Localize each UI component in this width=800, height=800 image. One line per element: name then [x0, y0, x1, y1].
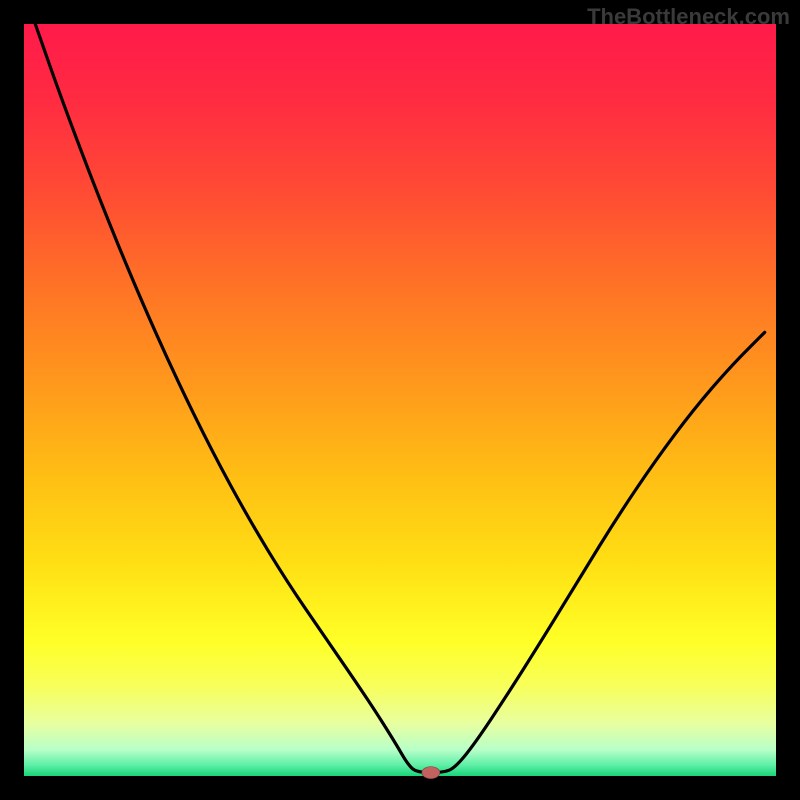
plot-background — [24, 24, 776, 776]
source-label: TheBottleneck.com — [587, 4, 790, 30]
min-marker — [422, 767, 440, 779]
